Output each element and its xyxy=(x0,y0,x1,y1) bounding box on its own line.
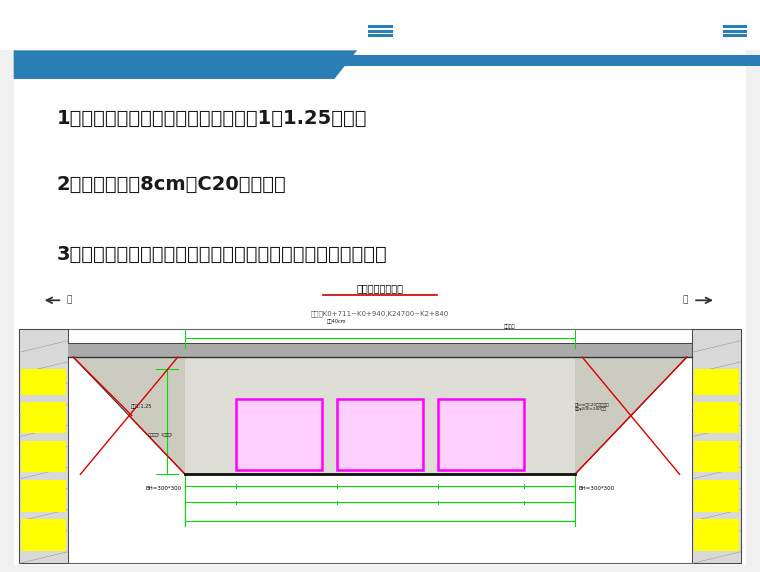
FancyBboxPatch shape xyxy=(68,343,692,357)
Text: 桩锚组合( 1排锚杆): 桩锚组合( 1排锚杆) xyxy=(147,432,172,436)
FancyBboxPatch shape xyxy=(694,480,739,512)
FancyBboxPatch shape xyxy=(334,55,760,66)
Text: 坑顶40cm: 坑顶40cm xyxy=(327,319,347,324)
Text: 3）、结构施做完毕后两侧回填夯实，按照路面结构恢复交通。: 3）、结构施做完毕后两侧回填夯实，按照路面结构恢复交通。 xyxy=(57,245,388,264)
FancyBboxPatch shape xyxy=(694,369,739,395)
Text: BH=300*300: BH=300*300 xyxy=(578,486,615,491)
FancyBboxPatch shape xyxy=(19,329,68,563)
FancyBboxPatch shape xyxy=(236,399,322,470)
FancyBboxPatch shape xyxy=(21,480,66,512)
Polygon shape xyxy=(575,357,687,474)
FancyBboxPatch shape xyxy=(438,399,524,470)
FancyBboxPatch shape xyxy=(14,13,746,565)
Text: 支护设计图（一）: 支护设计图（一） xyxy=(356,283,404,293)
FancyBboxPatch shape xyxy=(694,402,739,433)
Text: 北: 北 xyxy=(67,296,72,305)
FancyBboxPatch shape xyxy=(694,519,739,550)
FancyBboxPatch shape xyxy=(694,442,739,472)
FancyBboxPatch shape xyxy=(0,0,760,50)
Text: 型钢围楝: 型钢围楝 xyxy=(504,324,516,329)
Text: BH=300*300: BH=300*300 xyxy=(145,486,182,491)
FancyBboxPatch shape xyxy=(19,329,741,563)
Text: 坡比1:1.25: 坡比1:1.25 xyxy=(131,404,153,409)
FancyBboxPatch shape xyxy=(337,399,423,470)
FancyBboxPatch shape xyxy=(21,369,66,395)
Text: 南: 南 xyxy=(682,296,688,305)
Text: 1）、放坡开挖的支护方式，边坡采用1：1.25放坡。: 1）、放坡开挖的支护方式，边坡采用1：1.25放坡。 xyxy=(57,109,368,128)
Text: 2）、坡面喷射8cm厚C20混凝土。: 2）、坡面喷射8cm厚C20混凝土。 xyxy=(57,174,287,193)
Polygon shape xyxy=(14,50,357,79)
FancyBboxPatch shape xyxy=(185,357,575,474)
FancyBboxPatch shape xyxy=(21,402,66,433)
Text: 适用桩K0+711~K0+940,K24700~K2+840: 适用桩K0+711~K0+940,K24700~K2+840 xyxy=(311,310,449,317)
FancyBboxPatch shape xyxy=(692,329,741,563)
FancyBboxPatch shape xyxy=(21,442,66,472)
Text: 喷5cm厚C20细石混凝土
钢筋φ200×200布置: 喷5cm厚C20细石混凝土 钢筋φ200×200布置 xyxy=(575,402,610,411)
Polygon shape xyxy=(73,357,185,474)
FancyBboxPatch shape xyxy=(21,519,66,550)
